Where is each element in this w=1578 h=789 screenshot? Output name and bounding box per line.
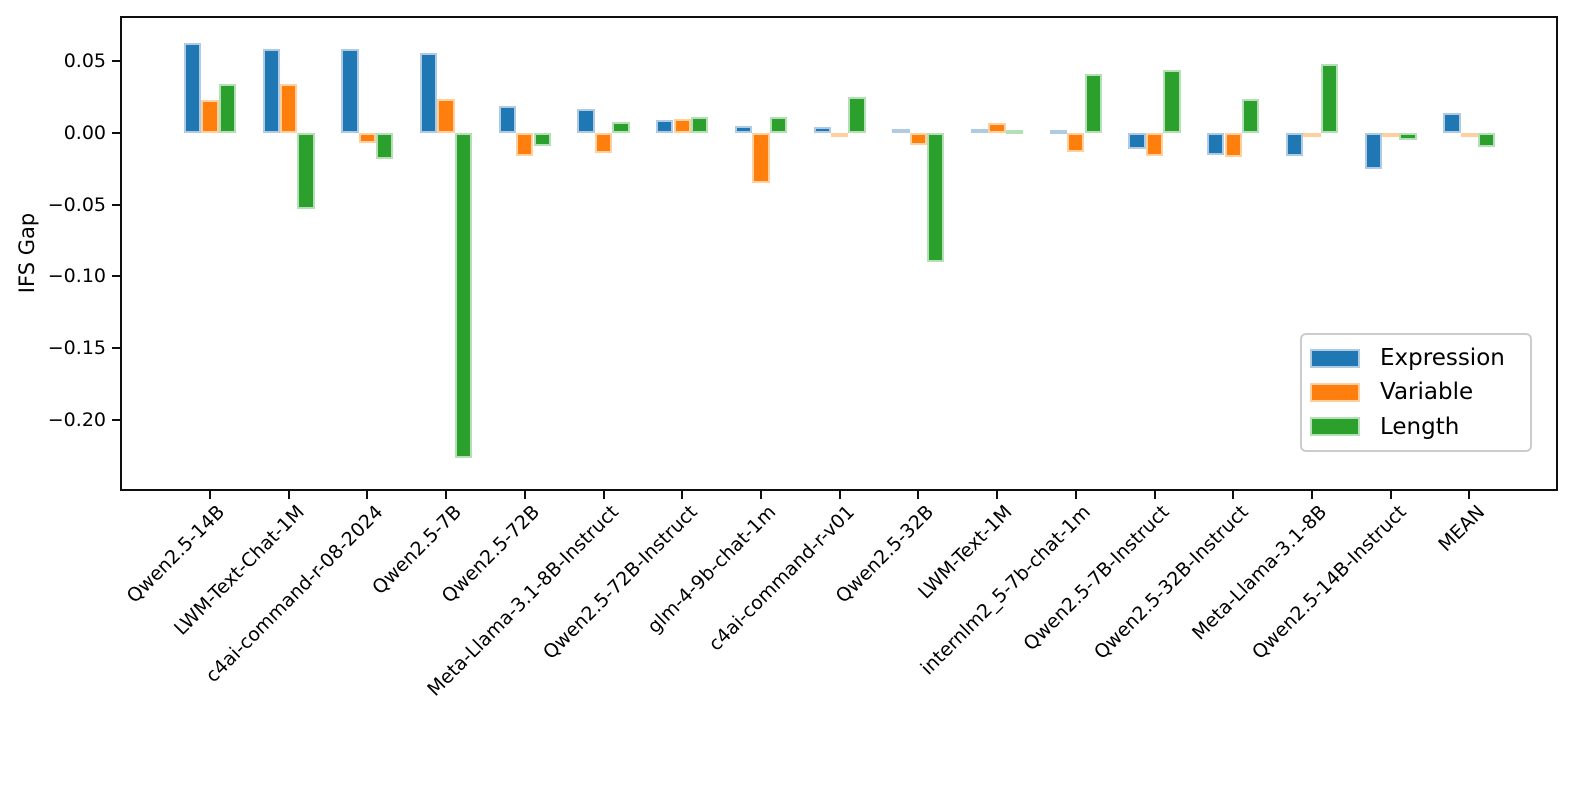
x-tick-label: c4ai-command-r-v01 [704, 501, 860, 656]
x-tick [681, 491, 684, 499]
bar-expression-16 [1443, 113, 1461, 134]
bar-expression-4 [498, 105, 517, 134]
y-tick-label: 0.00 [63, 122, 106, 145]
x-tick [366, 491, 369, 499]
bar-expression-5 [577, 108, 595, 134]
bar-length-16 [1478, 133, 1496, 148]
x-tick [838, 491, 841, 499]
bar-variable-13 [1224, 133, 1242, 158]
bar-length-10 [1005, 130, 1024, 135]
bar-variable-9 [909, 133, 928, 145]
bar-variable-5 [594, 133, 613, 154]
legend-swatch-expression-icon [1310, 348, 1360, 368]
x-tick [917, 491, 920, 499]
legend: Expression Variable Length [1300, 333, 1532, 452]
y-tick [112, 275, 121, 278]
bar-expression-1 [262, 48, 280, 134]
y-tick-label: −0.05 [47, 193, 106, 216]
x-tick [523, 491, 526, 499]
x-tick-label: Qwen2.5-7B-Instruct [1019, 501, 1175, 656]
bar-expression-10 [971, 128, 989, 134]
bar-length-6 [690, 117, 709, 134]
bar-variable-4 [516, 133, 534, 156]
y-tick-label: −0.15 [47, 337, 106, 360]
bar-length-11 [1084, 74, 1102, 134]
x-tick-label: Qwen2.5-14B-Instruct [1247, 501, 1411, 664]
bar-variable-10 [988, 123, 1006, 134]
bar-length-8 [848, 97, 866, 134]
legend-label-length: Length [1380, 413, 1460, 440]
bar-variable-16 [1460, 133, 1478, 138]
bar-expression-8 [813, 127, 831, 134]
x-tick-label: Meta-Llama-3.1-8B [1188, 501, 1332, 645]
x-tick [1074, 491, 1077, 499]
x-tick-label: MEAN [1433, 501, 1489, 556]
bar-length-13 [1241, 98, 1260, 134]
bar-expression-3 [420, 52, 438, 134]
bar-length-9 [927, 133, 945, 263]
bar-variable-8 [830, 133, 849, 138]
y-tick [112, 132, 121, 135]
bar-variable-15 [1381, 133, 1400, 138]
x-tick [1153, 491, 1156, 499]
bar-expression-7 [734, 125, 753, 134]
bar-expression-9 [892, 128, 910, 134]
bar-length-12 [1163, 70, 1181, 134]
bar-variable-1 [280, 84, 298, 134]
y-tick [112, 203, 121, 206]
bar-variable-12 [1145, 133, 1164, 156]
bar-length-0 [218, 84, 237, 134]
bar-length-15 [1399, 133, 1417, 141]
y-tick [112, 60, 121, 63]
bar-variable-14 [1303, 133, 1321, 138]
bar-expression-11 [1049, 130, 1068, 135]
bar-expression-14 [1285, 133, 1304, 156]
y-tick-label: −0.20 [47, 408, 106, 431]
y-tick-label: 0.05 [63, 50, 106, 73]
bar-length-3 [454, 133, 473, 459]
x-tick [209, 491, 211, 499]
bar-variable-3 [437, 98, 455, 134]
bar-variable-7 [752, 133, 770, 184]
legend-swatch-variable-icon [1310, 382, 1360, 402]
bar-expression-13 [1207, 133, 1225, 155]
bar-length-5 [612, 121, 630, 134]
x-tick [759, 491, 762, 499]
y-tick-label: −0.10 [47, 265, 106, 288]
bar-expression-6 [656, 120, 674, 134]
bar-variable-11 [1067, 133, 1085, 152]
x-tick [1389, 491, 1392, 499]
x-tick [1468, 491, 1471, 499]
bar-variable-6 [673, 118, 691, 134]
x-tick-label: LWM-Text-Chat-1M [169, 501, 309, 640]
x-tick [996, 491, 999, 499]
bar-expression-0 [183, 42, 202, 134]
legend-entry-variable: Variable [1310, 376, 1522, 408]
bar-length-14 [1320, 64, 1338, 134]
bar-expression-15 [1364, 133, 1382, 169]
legend-entry-expression: Expression [1310, 342, 1522, 374]
x-tick [445, 491, 448, 499]
x-tick [287, 491, 290, 499]
x-tick [1310, 491, 1313, 499]
x-tick [1232, 491, 1235, 499]
bar-expression-12 [1128, 133, 1146, 149]
bar-length-1 [297, 133, 315, 210]
legend-label-expression: Expression [1380, 345, 1505, 372]
y-tick [112, 347, 121, 350]
bar-variable-0 [201, 100, 219, 134]
bar-length-7 [769, 117, 787, 134]
legend-entry-length: Length [1310, 411, 1522, 443]
legend-label-variable: Variable [1380, 379, 1474, 406]
bar-variable-2 [358, 133, 377, 144]
x-tick-label: Qwen2.5-32B-Instruct [1090, 501, 1253, 664]
x-tick-label: Qwen2.5-72B-Instruct [539, 501, 702, 664]
x-tick [602, 491, 605, 499]
bar-expression-2 [341, 48, 359, 134]
bar-length-2 [376, 133, 394, 159]
y-tick [112, 418, 121, 421]
bar-length-4 [533, 133, 551, 146]
legend-swatch-length-icon [1310, 417, 1360, 437]
